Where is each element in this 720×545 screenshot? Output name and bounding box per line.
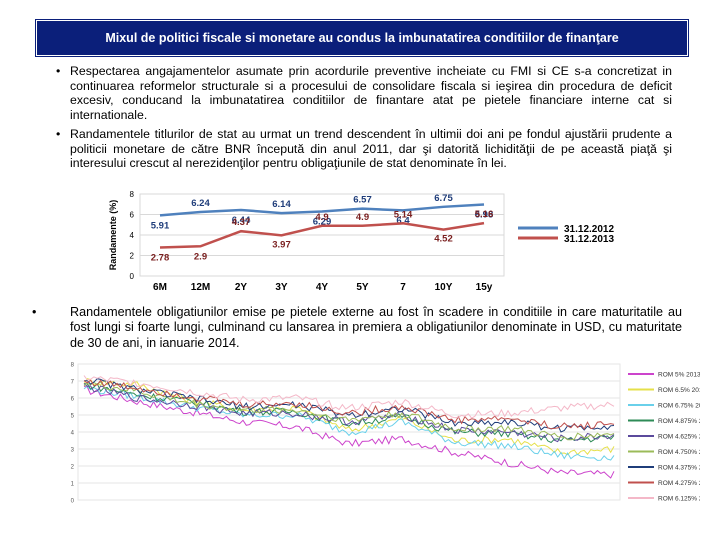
x-tick-label: 10Y (435, 282, 453, 293)
x-tick-label: 6M (153, 282, 167, 293)
bullet-marker: • (56, 127, 61, 141)
y-tick-label: 6 (71, 397, 75, 403)
eurobond-yields-chart: 0 1 2 3 4 5 6 7 8 ROM 5% 2013 ROM 6.5% 2018 ROM 6.7… (60, 360, 714, 540)
yield-curve-svg: 0 2 4 6 8 Randamente (%) 6M 12M 2Y 3Y 4Y 5Y 7 10Y 15y 5… (108, 190, 505, 293)
bullet-external-bonds: • Randamentele obligatiunilor emise pe p… (32, 305, 682, 351)
bullet-text: Randamentele titlurilor de stat au urmat… (70, 127, 672, 171)
bullet-marker: • (56, 64, 61, 78)
series-line-ROM 4.750% 2022 (83, 381, 615, 441)
y-tick-label: 2 (130, 252, 135, 261)
y-tick-label: 6 (130, 211, 135, 220)
legend-label: ROM 4.750% 2022 (658, 449, 700, 456)
y-tick-label: 4 (130, 231, 135, 240)
x-tick-label: 2Y (235, 282, 248, 293)
bullet-govt-yields: • Randamentele titlurilor de stat au urm… (56, 127, 672, 171)
y-tick-label: 5 (71, 414, 75, 420)
data-label: 5.16 (475, 209, 494, 220)
data-label: 4.52 (434, 234, 453, 245)
series-line-31.12.2012 (159, 203, 485, 217)
yield-curve-chart: 0 2 4 6 8 Randamente (%) 6M 12M 2Y 3Y 4Y 5Y 7 10Y 15y 5… (104, 188, 516, 296)
data-label: 6.24 (191, 198, 210, 209)
data-label: 2.78 (151, 253, 170, 264)
data-label: 6.98 (475, 209, 494, 220)
y-tick-label: 0 (130, 272, 135, 281)
series-line-31.12.2013 (159, 221, 485, 249)
x-tick-label: 15y (476, 282, 493, 293)
series-line-ROM 5% 2013 (83, 386, 615, 479)
x-tick-label: 5Y (356, 282, 369, 293)
data-label: 4.9 (315, 212, 328, 223)
series-line-ROM 4.875% 2019 (83, 382, 615, 444)
x-tick-label: 12M (191, 282, 210, 293)
data-label: 6.29 (313, 217, 332, 228)
x-tick-label: 7 (400, 282, 406, 293)
legend-label: ROM 4.375% 2023 (658, 465, 700, 472)
slide-title: Mixul de politici fiscale si monetare au… (105, 31, 619, 45)
legend-label: ROM 5% 2013 (658, 372, 700, 379)
y-tick-label: 2 (71, 465, 75, 471)
x-tick-label: 4Y (316, 282, 329, 293)
series-line-ROM 6.125% 2044 (83, 375, 615, 419)
series-line-ROM 4.275% 2024 (83, 379, 615, 430)
legend-label: ROM 6.5% 2018 (658, 387, 700, 394)
eurobond-yields-svg: 0 1 2 3 4 5 6 7 8 ROM 5% 2013 ROM 6.5% 2018 ROM 6.7… (71, 363, 714, 505)
y-axis-label: Randamente (%) (108, 200, 118, 271)
y-tick-label: 8 (71, 363, 75, 369)
bullet-marker: • (32, 305, 37, 319)
series-line-ROM 6.5% 2018 (83, 378, 615, 456)
y-tick-label: 0 (71, 499, 75, 505)
bullet-text: Respectarea angajamentelor asumate prin … (70, 64, 672, 122)
data-label: 3.97 (272, 239, 291, 250)
data-label: 6.44 (232, 215, 251, 226)
y-tick-label: 7 (71, 380, 75, 386)
legend-label: ROM 4.875% 2019 (658, 418, 700, 425)
data-label: 4.37 (232, 217, 251, 228)
data-label: 6.57 (353, 195, 372, 206)
bullet-fiscal-reforms: • Respectarea angajamentelor asumate pri… (56, 64, 672, 122)
data-label: 5.91 (151, 220, 170, 231)
data-label: 6.75 (434, 193, 453, 204)
y-tick-label: 4 (71, 431, 75, 437)
series-line-ROM 4.625% 2020 (83, 383, 615, 443)
data-label: 5.14 (394, 209, 413, 220)
y-tick-label: 8 (130, 190, 135, 199)
x-tick-label: 3Y (275, 282, 288, 293)
series-line-ROM 4.375% 2023 (83, 378, 615, 433)
legend-label: ROM 6.125% 2044 (658, 496, 700, 503)
data-label: 2.9 (194, 251, 207, 262)
legend-label: 31.12.2012 (564, 224, 614, 235)
legend-label: ROM 4.625% 2020 (658, 434, 700, 441)
legend-label: ROM 6.75% 2016 (658, 403, 700, 410)
series-line-ROM 6.75% 2016 (83, 385, 615, 461)
y-tick-label: 3 (71, 448, 75, 454)
data-label: 4.9 (356, 212, 369, 223)
y-tick-label: 1 (71, 482, 75, 488)
data-label: 6.14 (272, 199, 291, 210)
yield-curve-legend: 31.12.2012 31.12.2013 (510, 188, 720, 296)
data-label: 6.4 (396, 215, 410, 226)
slide-title-bar: Mixul de politici fiscale si monetare au… (36, 20, 688, 56)
bullet-text: Randamentele obligatiunilor emise pe pie… (70, 305, 682, 350)
legend-label: ROM 4.275% 2024 (658, 480, 700, 487)
legend-label: 31.12.2013 (564, 234, 614, 245)
